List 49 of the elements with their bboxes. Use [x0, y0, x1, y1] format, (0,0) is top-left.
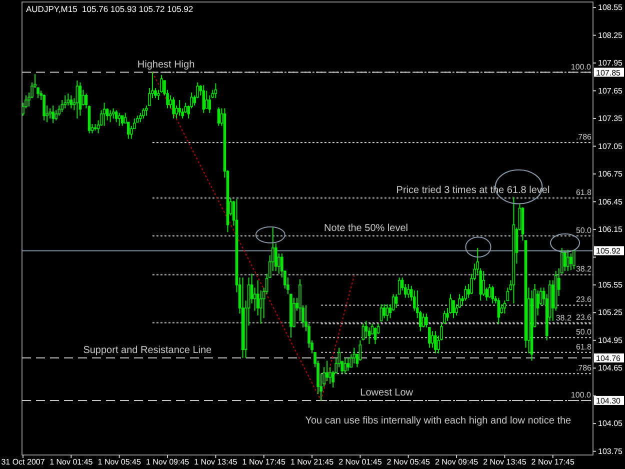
- x-tick-label: 1 Nov 21:45: [290, 458, 334, 467]
- y-tick-label: 105.25: [598, 308, 624, 318]
- y-tick-label: 107.35: [598, 114, 624, 124]
- y-tick-label: 104.95: [598, 336, 624, 345]
- y-tick-label: 107.95: [598, 58, 624, 68]
- x-tick-label: 1 Nov 17:45: [242, 458, 286, 467]
- y-tick-label: 103.75: [598, 446, 624, 456]
- x-tick-label: 31 Oct 2007: [1, 458, 46, 467]
- annotation: 23.6: [576, 312, 592, 322]
- annotation: 38.2: [556, 314, 572, 323]
- annotation: 50.0: [576, 226, 592, 235]
- annotation: 23.6: [576, 295, 592, 304]
- x-tick-label: 2 Nov 05:45: [386, 458, 430, 467]
- x-tick-label: 2 Nov 13:45: [483, 458, 527, 467]
- x-tick-label: 2 Nov 17:45: [531, 458, 575, 467]
- annotation: 50.0: [576, 328, 592, 337]
- x-tick-label: 1 Nov 09:45: [146, 458, 190, 467]
- annotation: You can use fibs internally with each high and low notice the: [305, 415, 572, 426]
- x-tick-label: 1 Nov 01:45: [50, 458, 94, 467]
- y-tick-label: 106.45: [598, 197, 624, 206]
- annotation: 38.2: [576, 264, 592, 274]
- chart-title: AUDJPY,M15 105.76 105.93 105.72 105.92: [26, 4, 194, 14]
- annotation: 100.0: [570, 62, 592, 72]
- y-tick-label: 104.05: [598, 419, 624, 428]
- x-tick-label: 1 Nov 13:45: [194, 458, 238, 467]
- y-tick-label: 104.65: [598, 364, 624, 373]
- annotation: 61.8: [576, 342, 592, 352]
- y-tick-label: 105.55: [598, 280, 624, 290]
- ref-line-label: 105.92: [596, 246, 622, 256]
- annotation: 61.8: [576, 188, 592, 197]
- x-tick-label: 1 Nov 05:45: [98, 458, 142, 467]
- y-tick-label: 106.75: [598, 170, 624, 179]
- y-tick-label: 107.65: [598, 86, 624, 96]
- annotation: Support and Resistance Line: [83, 344, 212, 356]
- ref-line-label: 104.30: [596, 396, 622, 406]
- annotation: Note the 50% level: [324, 222, 408, 234]
- annotation: Lowest Low: [360, 387, 414, 398]
- annotation: .786: [576, 132, 592, 142]
- x-tick-label: 2 Nov 09:45: [434, 458, 479, 467]
- annotation: Highest High: [137, 59, 195, 70]
- annotation: .786: [576, 364, 592, 373]
- y-tick-label: 107.05: [598, 142, 624, 151]
- x-tick-label: 2 Nov 01:45: [338, 458, 382, 467]
- y-tick-label: 106.15: [598, 224, 624, 234]
- y-tick-label: 108.55: [598, 3, 624, 12]
- annotation: 100.0: [570, 390, 592, 400]
- y-tick-label: 108.25: [598, 30, 624, 40]
- ref-line-label: 107.85: [596, 68, 622, 78]
- ref-line-label: 104.76: [596, 354, 622, 363]
